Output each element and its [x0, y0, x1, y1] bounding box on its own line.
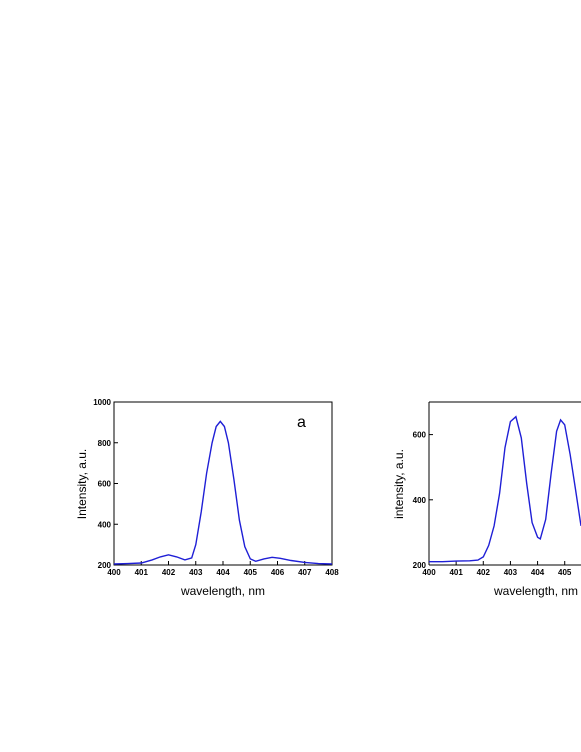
x-tick-label: 401	[449, 568, 463, 577]
y-tick-label: 200	[98, 561, 112, 570]
x-axis: 400 401 402 403 404 405	[422, 561, 572, 577]
x-tick-label: 400	[422, 568, 436, 577]
spectrum-line	[113, 420, 333, 565]
x-axis-title: wavelength, nm	[493, 584, 578, 598]
x-tick-label: 402	[477, 568, 491, 577]
y-tick-label: 400	[413, 496, 427, 505]
spectrum-line	[429, 415, 581, 563]
x-tick-label: 402	[162, 568, 176, 577]
y-axis: 200 400 600 800 1000	[93, 398, 118, 570]
x-tick-label: 403	[504, 568, 518, 577]
x-tick-label: 406	[271, 568, 285, 577]
y-axis-title: Intensity, a.u.	[75, 449, 89, 519]
x-tick-label: 405	[244, 568, 258, 577]
x-tick-label: 403	[189, 568, 203, 577]
x-tick-label: 405	[558, 568, 572, 577]
x-axis: 400 401 402 403 404 405 406 407 408	[107, 561, 339, 577]
y-tick-label: 600	[98, 480, 112, 489]
y-tick-label: 1000	[93, 398, 111, 407]
x-tick-label: 404	[531, 568, 545, 577]
panel-label: a	[297, 414, 306, 431]
x-tick-label: 408	[325, 568, 339, 577]
x-tick-label: 407	[298, 568, 312, 577]
y-axis: 200 400 600	[413, 431, 433, 570]
x-tick-label: 400	[107, 568, 121, 577]
y-tick-label: 400	[98, 520, 112, 529]
x-axis-title: wavelength, nm	[180, 584, 265, 598]
y-tick-label: 200	[413, 561, 427, 570]
y-tick-label: 800	[98, 439, 112, 448]
y-axis-title: intensity, a.u.	[392, 449, 406, 519]
y-tick-label: 600	[413, 431, 427, 440]
x-tick-label: 401	[135, 568, 149, 577]
x-tick-label: 404	[216, 568, 230, 577]
